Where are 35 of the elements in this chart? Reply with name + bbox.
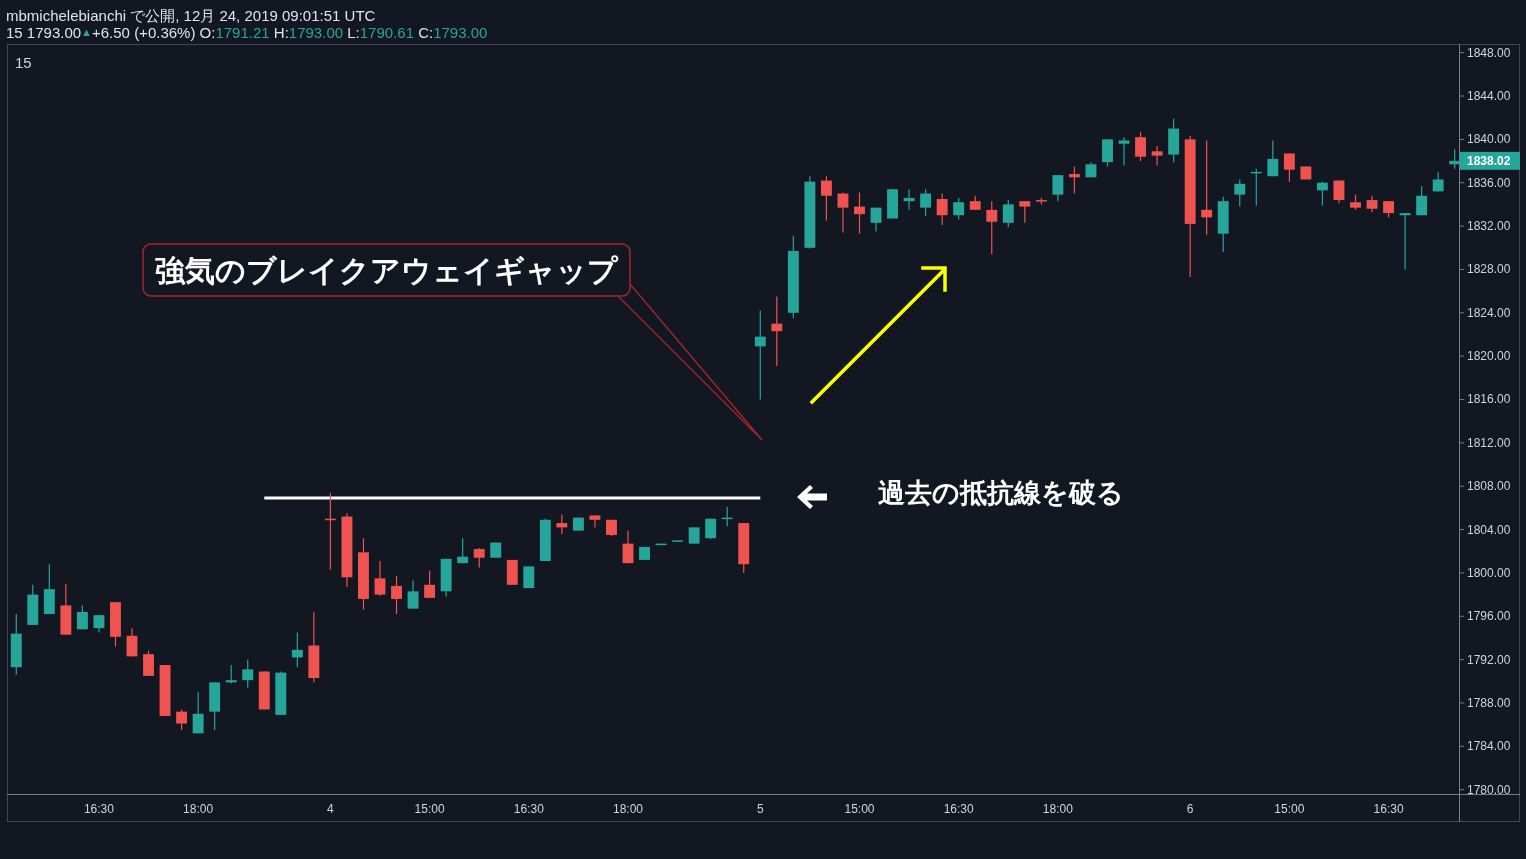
y-tick-label: 1780.00: [1467, 782, 1511, 797]
y-tick-label: 1844.00: [1467, 89, 1511, 104]
y-tick-label: 1836.00: [1467, 175, 1511, 190]
x-tick-label: 16:30: [1373, 802, 1404, 816]
y-tick-label: 1820.00: [1467, 349, 1511, 364]
y-tick-label: 1792.00: [1467, 652, 1511, 667]
y-tick-label: 1808.00: [1467, 479, 1511, 494]
y-tick-label: 1828.00: [1467, 262, 1511, 277]
note: 過去の抵抗線を破る: [878, 478, 1124, 508]
y-tick-label: 1788.00: [1467, 695, 1511, 710]
y-tick-label: 1812.00: [1467, 435, 1511, 450]
x-tick-label: 16:30: [83, 802, 115, 816]
x-tick-label: 15:00: [1274, 802, 1305, 816]
y-tick-label: 1848.00: [1467, 45, 1511, 60]
x-tick-label: 5: [756, 802, 764, 816]
y-tick-label: 1824.00: [1467, 305, 1511, 320]
x-tick-label: 18:00: [612, 802, 644, 816]
annotation: 強気のブレイクアウェイギャップ: [155, 253, 619, 287]
x-tick-label: 18:00: [1042, 802, 1074, 816]
callout: 強気のブレイクアウェイギャップ: [142, 243, 763, 441]
x-tick-label: 16:30: [513, 802, 545, 816]
x-tick-label: 4: [327, 802, 335, 816]
y-tick-label: 1784.00: [1467, 739, 1511, 754]
y-tick-label: 1816.00: [1467, 392, 1511, 407]
x-tick-label: 15:00: [844, 802, 875, 816]
x-tick-label: 18:00: [183, 802, 214, 816]
x-tick-label: 15:00: [414, 802, 445, 816]
x-tick-label: 6: [1186, 802, 1194, 816]
y-tick-label: 1796.00: [1467, 609, 1511, 624]
y-tick-label: 1832.00: [1467, 219, 1511, 234]
x-tick-label: 16:30: [943, 802, 975, 816]
y-tick-label: 1800.00: [1467, 565, 1511, 580]
y-tick-label: 1804.00: [1467, 522, 1511, 537]
title: 15: [15, 53, 32, 71]
y-tick-label: 1840.00: [1467, 132, 1511, 147]
